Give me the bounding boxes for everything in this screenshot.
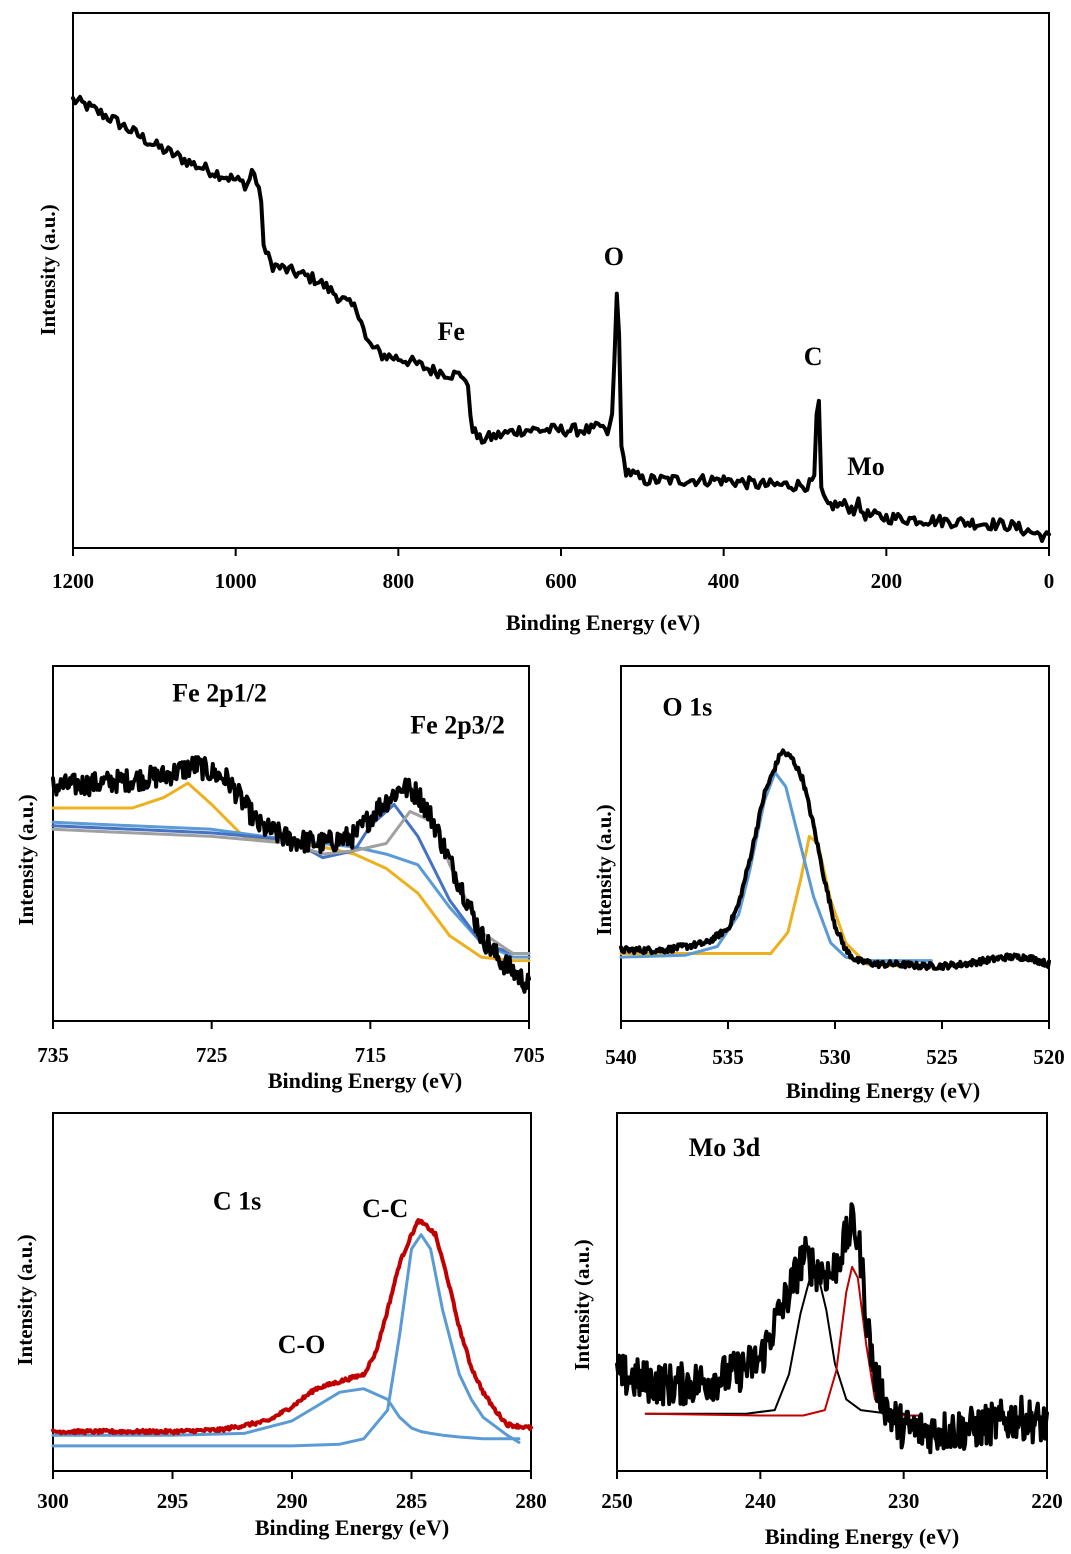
c1s-peak-label: C 1s	[213, 1187, 261, 1216]
o1s-annotation-layer: O 1s	[662, 693, 712, 722]
fe2p-x-tick-label: 725	[196, 1043, 228, 1067]
o1s-x-tick-label: 535	[712, 1045, 744, 1069]
survey-y-axis-label: Intensity (a.u.)	[36, 204, 60, 335]
c1s-series-1	[51, 1233, 521, 1448]
c1s-x-axis-label: Binding Energy (eV)	[255, 1515, 449, 1540]
fe2p-x-tick-label: 735	[37, 1043, 69, 1067]
fe2p-peak-label: Fe 2p1/2	[172, 679, 267, 708]
c1s-series-2	[51, 1218, 533, 1436]
c1s-peak-label: C-O	[278, 1330, 326, 1359]
survey-x-tick-label: 0	[1044, 569, 1055, 593]
fe2p-x-tick-label: 715	[355, 1043, 387, 1067]
survey-x-tick-label: 1200	[52, 569, 94, 593]
o1s-series-2	[619, 748, 1051, 971]
chart-survey: 1200 1000 800 600 400 200 0 O Fe C Mo Binding Ene…	[36, 12, 1054, 635]
o1s-x-axis-label: Binding Energy (eV)	[786, 1078, 980, 1103]
fe2p-frame	[52, 665, 530, 1022]
c1s-series-layer	[51, 1218, 533, 1448]
c1s-tick-layer: 300 295 290 285 280	[37, 1471, 547, 1513]
mo3d-x-axis-label: Binding Energy (eV)	[765, 1524, 959, 1549]
mo3d-x-tick-label: 220	[1031, 1489, 1063, 1513]
o1s-y-axis-label: Intensity (a.u.)	[592, 804, 616, 935]
mo3d-peak-label: Mo 3d	[689, 1133, 761, 1162]
mo3d-annotation-layer: Mo 3d	[689, 1133, 761, 1162]
survey-x-tick-label: 600	[545, 569, 577, 593]
c1s-x-tick-label: 280	[515, 1489, 547, 1513]
survey-peak-label: O	[604, 242, 624, 271]
chart-c1s: 300 295 290 285 280 C 1s C-C C-O Binding Energ…	[13, 1112, 547, 1540]
fe2p-annotation-layer: Fe 2p1/2 Fe 2p3/2	[172, 679, 505, 740]
survey-peak-label: Mo	[847, 452, 885, 481]
o1s-tick-layer: 540 535 530 525 520	[605, 1021, 1065, 1069]
mo3d-y-axis-label: Intensity (a.u.)	[570, 1239, 594, 1370]
fe2p-x-axis-label: Binding Energy (eV)	[268, 1068, 462, 1093]
mo3d-x-tick-label: 230	[888, 1489, 920, 1513]
c1s-x-tick-label: 285	[396, 1489, 428, 1513]
survey-series-layer	[71, 94, 1051, 543]
survey-peak-label: Fe	[437, 317, 464, 346]
mo3d-x-tick-label: 240	[745, 1489, 777, 1513]
o1s-peak-label: O 1s	[662, 693, 712, 722]
fe2p-y-axis-label: Intensity (a.u.)	[14, 794, 38, 925]
survey-x-tick-label: 200	[871, 569, 903, 593]
c1s-x-tick-label: 290	[276, 1489, 308, 1513]
c1s-series-0	[51, 1387, 521, 1441]
survey-annotation-layer: O Fe C Mo	[437, 242, 884, 481]
o1s-x-tick-label: 530	[819, 1045, 851, 1069]
survey-x-tick-label: 400	[708, 569, 740, 593]
chart-o1s: 540 535 530 525 520 O 1s Binding Energy (eV)…	[592, 665, 1065, 1103]
o1s-series-layer	[619, 748, 1051, 971]
o1s-series-0	[619, 834, 923, 968]
survey-x-tick-label: 800	[383, 569, 415, 593]
c1s-y-axis-label: Intensity (a.u.)	[13, 1234, 37, 1365]
o1s-x-tick-label: 540	[605, 1045, 637, 1069]
fe2p-x-tick-label: 705	[513, 1043, 545, 1067]
mo3d-x-tick-label: 250	[601, 1489, 633, 1513]
survey-tick-layer: 1200 1000 800 600 400 200 0	[52, 548, 1054, 593]
chart-fe2p: 735 725 715 705 Fe 2p1/2 Fe 2p3/2 Binding En…	[14, 665, 545, 1093]
fe2p-series-layer	[51, 755, 531, 994]
o1s-x-tick-label: 525	[926, 1045, 958, 1069]
o1s-series-1	[619, 771, 933, 963]
mo3d-series-2	[615, 1202, 1049, 1455]
fe2p-series-4	[51, 755, 531, 994]
survey-series-0	[71, 94, 1051, 543]
fe2p-tick-layer: 735 725 715 705	[37, 1021, 545, 1067]
mo3d-frame	[616, 1112, 1048, 1472]
c1s-annotation-layer: C 1s C-C C-O	[213, 1187, 408, 1359]
fe2p-peak-label: Fe 2p3/2	[410, 710, 505, 739]
survey-x-axis-label: Binding Energy (eV)	[506, 610, 700, 635]
c1s-x-tick-label: 295	[157, 1489, 189, 1513]
o1s-x-tick-label: 520	[1033, 1045, 1065, 1069]
chart-mo3d: 250 240 230 220 Mo 3d Binding Energy (eV) I…	[570, 1112, 1063, 1549]
survey-frame	[72, 12, 1050, 549]
mo3d-tick-layer: 250 240 230 220	[601, 1471, 1063, 1513]
mo3d-series-layer	[615, 1202, 1049, 1455]
survey-x-tick-label: 1000	[215, 569, 257, 593]
survey-peak-label: C	[804, 342, 823, 371]
fe2p-series-0	[51, 781, 531, 963]
c1s-frame	[52, 1112, 532, 1472]
c1s-peak-label: C-C	[362, 1194, 408, 1223]
c1s-x-tick-label: 300	[37, 1489, 69, 1513]
